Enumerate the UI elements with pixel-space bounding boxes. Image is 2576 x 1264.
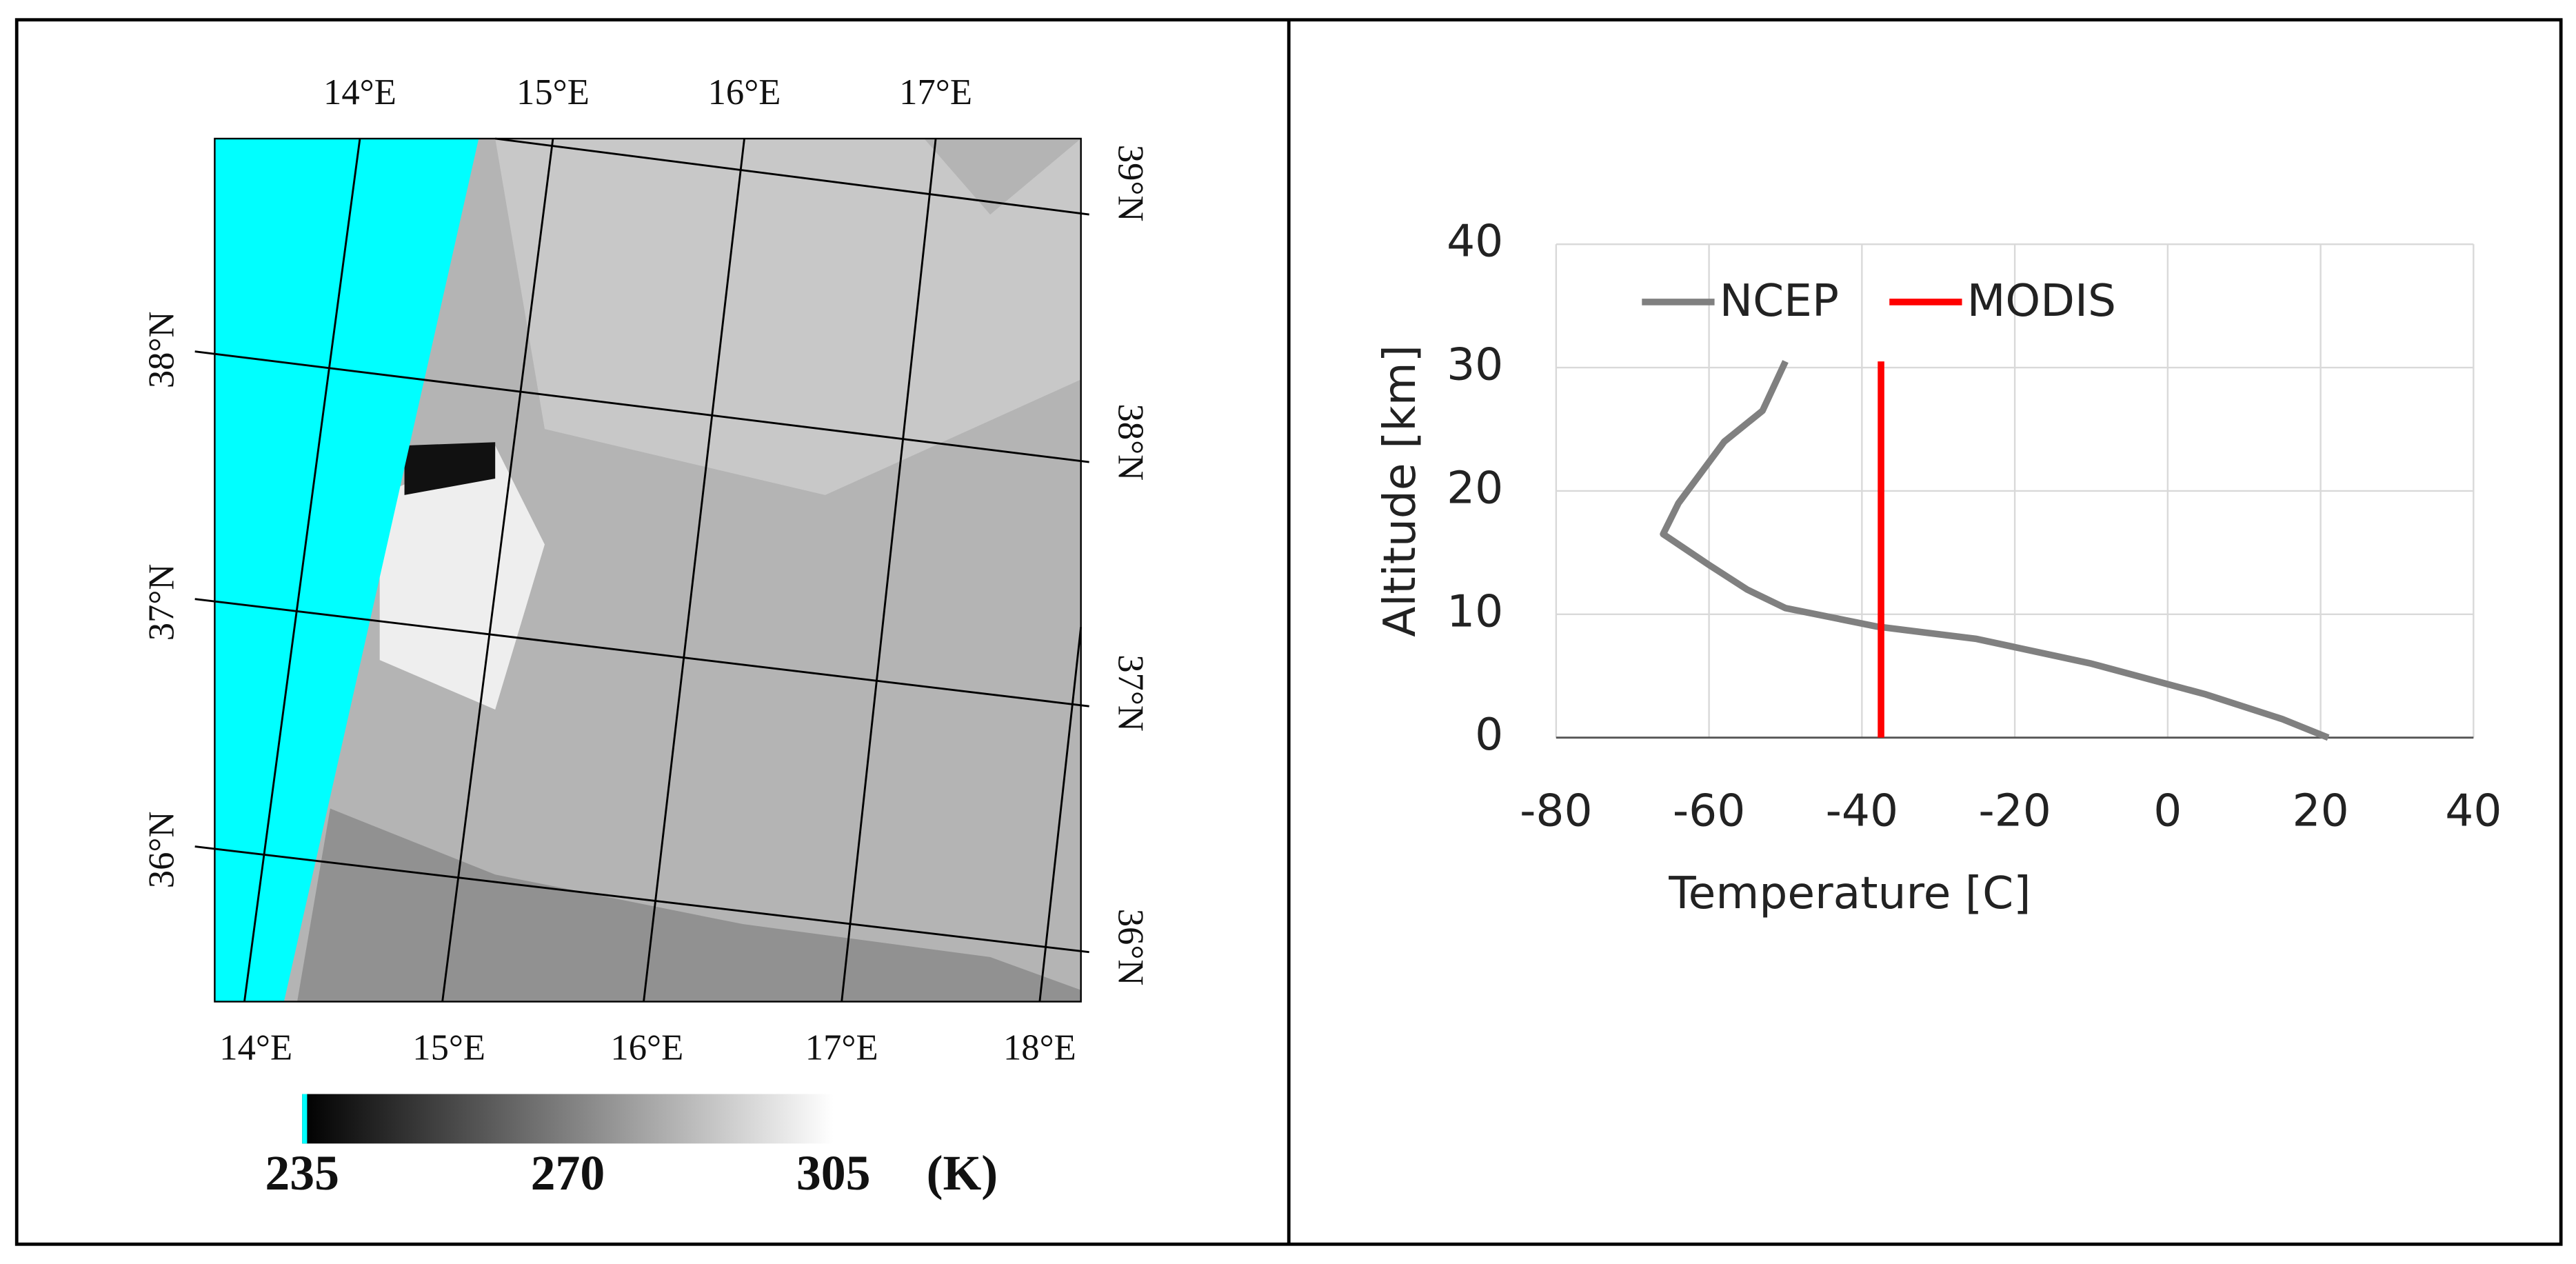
clouds — [297, 808, 1081, 1002]
lon-label: 15°E — [412, 1027, 485, 1067]
lon-label: 18°E — [1003, 1027, 1076, 1067]
lon-label: 14°E — [219, 1027, 292, 1067]
lon-label: 17°E — [899, 72, 972, 112]
cold-cloud — [404, 442, 496, 495]
y-axis-title: Altitude [km] — [1374, 345, 1426, 637]
lat-label: 39°N — [1111, 145, 1151, 222]
lon-label: 15°E — [516, 72, 590, 112]
lon-label: 17°E — [805, 1027, 878, 1067]
legend-label: MODIS — [1967, 275, 2116, 327]
colorbar-nodata — [302, 1094, 308, 1144]
colorbar-tick-label: 270 — [531, 1145, 605, 1201]
lat-label: 36°N — [142, 812, 182, 889]
chart: 0 10 20 30 40 -80 -60 -40 -20 0 20 40 Temperature [C… — [1374, 216, 2502, 919]
lat-label: 38°N — [1111, 403, 1151, 481]
lat-label: 38°N — [142, 311, 182, 388]
lon-label: 14°E — [323, 72, 396, 112]
x-tick-label: 20 — [2292, 785, 2348, 836]
x-tick-label: -80 — [1520, 785, 1593, 836]
x-tick-label: 0 — [2153, 785, 2182, 836]
legend-label: NCEP — [1720, 275, 1839, 327]
y-tick-label: 20 — [1447, 462, 1503, 514]
map-border — [214, 137, 1082, 1003]
land — [379, 445, 545, 710]
y-tick-label: 30 — [1447, 339, 1503, 391]
x-tick-label: -60 — [1673, 785, 1746, 836]
lon-label: 16°E — [610, 1027, 683, 1067]
lat-label: 37°N — [1111, 654, 1151, 732]
y-tick-label: 0 — [1475, 709, 1503, 761]
x-axis-title: Temperature [C] — [1668, 867, 2031, 919]
lat-label: 37°N — [142, 564, 182, 641]
lon-label: 16°E — [708, 72, 781, 112]
graticule — [194, 137, 1089, 1002]
y-tick-label: 10 — [1447, 585, 1503, 637]
colorbar-tick-label: 305 — [796, 1145, 871, 1201]
colorbar-unit: (K) — [927, 1145, 998, 1201]
x-tick-label: -40 — [1826, 785, 1899, 836]
lat-label: 36°N — [1111, 909, 1151, 986]
map: 14°E 15°E 16°E 17°E 14°E 15°E 16°E 17°E … — [142, 72, 1151, 1201]
colorbar — [302, 1094, 834, 1144]
x-tick-label: 40 — [2445, 785, 2502, 836]
x-tick-label: -20 — [1978, 785, 2051, 836]
colorbar-tick-label: 235 — [265, 1145, 339, 1201]
no-data — [214, 139, 479, 1002]
y-tick-label: 40 — [1447, 216, 1503, 268]
series-line — [1660, 360, 2330, 741]
